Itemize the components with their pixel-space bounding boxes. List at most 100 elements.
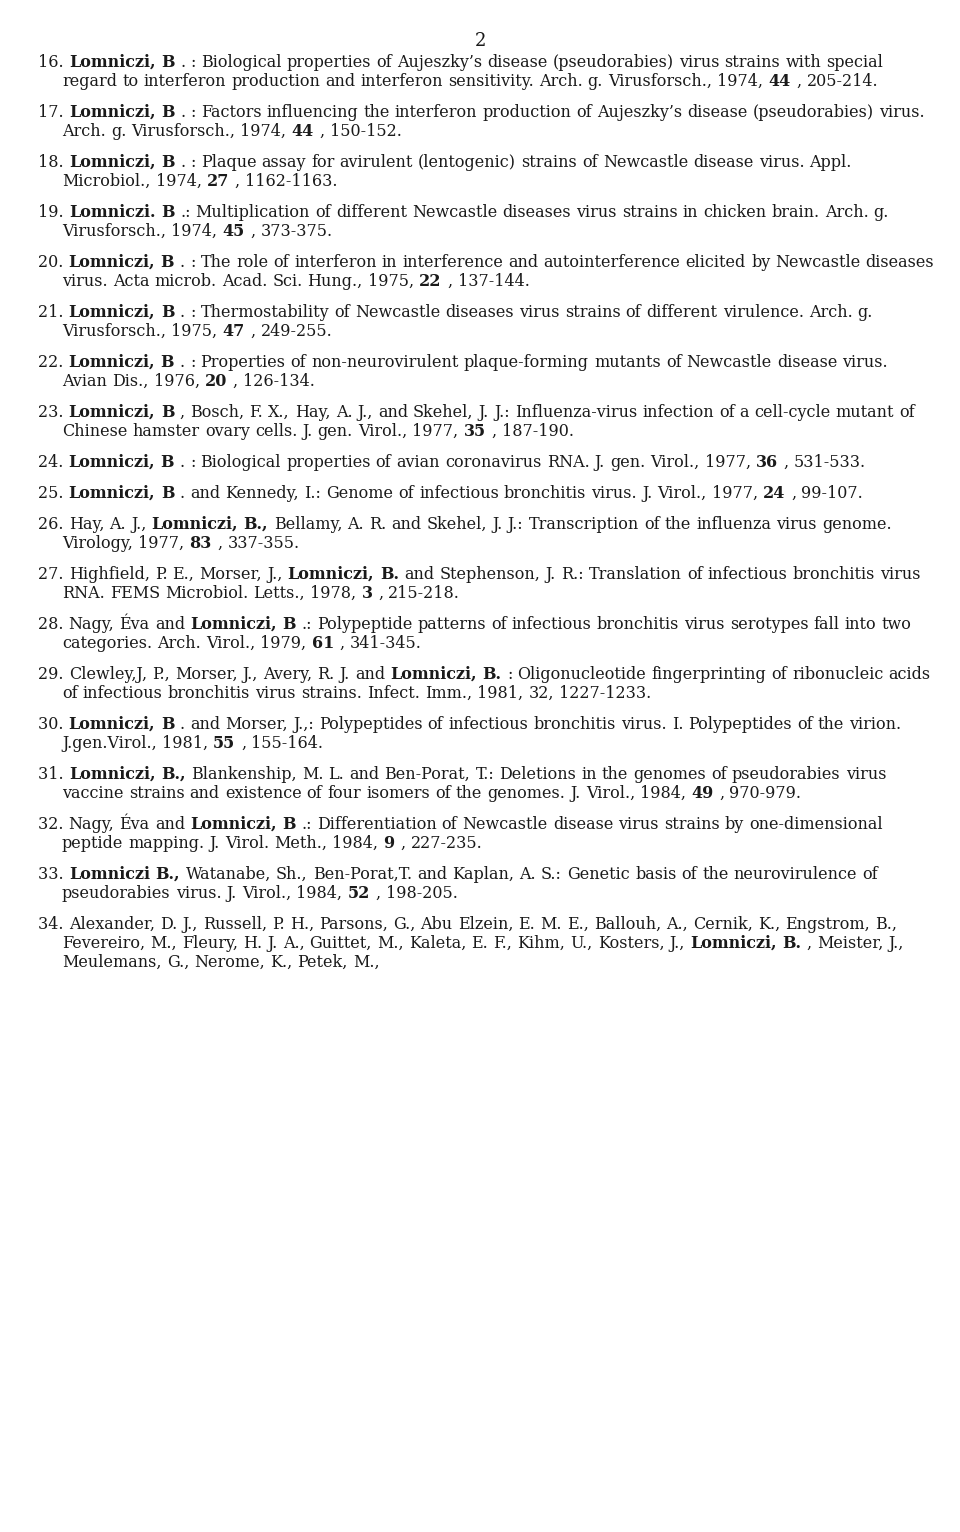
Text: different: different [336, 204, 407, 221]
Text: Lomniczi,: Lomniczi, [190, 616, 276, 633]
Text: virus.: virus. [62, 273, 108, 290]
Text: virulence.: virulence. [723, 303, 804, 322]
Text: J.:: J.: [494, 404, 510, 421]
Text: B: B [160, 486, 175, 502]
Text: pseudorabies: pseudorabies [732, 766, 841, 783]
Text: genomes.: genomes. [488, 784, 565, 801]
Text: Newcastle: Newcastle [355, 303, 441, 322]
Text: Biological: Biological [201, 453, 281, 470]
Text: 61: 61 [312, 634, 334, 653]
Text: Virol.,: Virol., [586, 784, 635, 801]
Text: interferon: interferon [395, 104, 477, 121]
Text: 1162-1163.: 1162-1163. [245, 173, 337, 190]
Text: 2: 2 [474, 32, 486, 51]
Text: 1978,: 1978, [310, 585, 356, 602]
Text: 32,: 32, [528, 685, 554, 702]
Text: cells.: cells. [254, 423, 298, 440]
Text: disease: disease [553, 817, 613, 833]
Text: D.: D. [159, 916, 177, 933]
Text: strains: strains [725, 54, 780, 70]
Text: 35: 35 [464, 423, 486, 440]
Text: Lomniczi,: Lomniczi, [690, 935, 777, 951]
Text: Kosters,: Kosters, [598, 935, 664, 951]
Text: Genome: Genome [326, 486, 394, 502]
Text: 55: 55 [213, 735, 235, 752]
Text: K.,: K., [758, 916, 780, 933]
Text: sensitivity.: sensitivity. [448, 74, 534, 90]
Text: g.: g. [874, 204, 889, 221]
Text: 20.: 20. [38, 254, 68, 271]
Text: B.: B. [380, 565, 398, 584]
Text: categories.: categories. [62, 634, 152, 653]
Text: Nerome,: Nerome, [194, 954, 265, 971]
Text: interferon: interferon [143, 74, 226, 90]
Text: B: B [161, 204, 175, 221]
Text: .:: .: [180, 204, 190, 221]
Text: H.: H. [243, 935, 262, 951]
Text: Meth.,: Meth., [275, 835, 327, 852]
Text: 1981,: 1981, [477, 685, 523, 702]
Text: Plaque: Plaque [201, 155, 256, 172]
Text: existence: existence [225, 784, 301, 801]
Text: of: of [492, 616, 507, 633]
Text: into: into [845, 616, 876, 633]
Text: M.: M. [540, 916, 562, 933]
Text: B: B [160, 715, 175, 732]
Text: Nagy,: Nagy, [68, 616, 114, 633]
Text: Appl.: Appl. [809, 155, 852, 172]
Text: Influenza-virus: Influenza-virus [515, 404, 637, 421]
Text: the: the [602, 766, 628, 783]
Text: Lomniczi,: Lomniczi, [68, 453, 155, 470]
Text: J.: J. [545, 565, 556, 584]
Text: J.: J. [570, 784, 581, 801]
Text: .:: .: [301, 817, 312, 833]
Text: Multiplication: Multiplication [196, 204, 310, 221]
Text: 155-164.: 155-164. [252, 735, 324, 752]
Text: 1975,: 1975, [368, 273, 414, 290]
Text: Arch.: Arch. [157, 634, 201, 653]
Text: J.,: J., [131, 516, 146, 533]
Text: Alexander,: Alexander, [68, 916, 155, 933]
Text: genomes: genomes [634, 766, 707, 783]
Text: virus: virus [576, 204, 616, 221]
Text: Arch.: Arch. [62, 123, 106, 139]
Text: Microbiol.: Microbiol. [165, 585, 249, 602]
Text: 227-235.: 227-235. [411, 835, 482, 852]
Text: 1984,: 1984, [640, 784, 686, 801]
Text: ,: , [340, 634, 345, 653]
Text: non-neurovirulent: non-neurovirulent [311, 354, 459, 371]
Text: the: the [703, 866, 729, 882]
Text: Lomniczi,: Lomniczi, [190, 817, 276, 833]
Text: infectious: infectious [448, 715, 528, 732]
Text: B: B [282, 616, 296, 633]
Text: T.:: T.: [475, 766, 494, 783]
Text: ,: , [241, 735, 246, 752]
Text: Properties: Properties [201, 354, 285, 371]
Text: Hay,: Hay, [68, 516, 104, 533]
Text: ,: , [320, 123, 324, 139]
Text: Hung.,: Hung., [307, 273, 363, 290]
Text: mutant: mutant [836, 404, 895, 421]
Text: 19.: 19. [38, 204, 69, 221]
Text: virus: virus [880, 565, 921, 584]
Text: of: of [306, 784, 323, 801]
Text: Arch.: Arch. [808, 303, 852, 322]
Text: Newcastle: Newcastle [776, 254, 860, 271]
Text: of: of [442, 817, 457, 833]
Text: patterns: patterns [418, 616, 486, 633]
Text: A.: A. [519, 866, 536, 882]
Text: vaccine: vaccine [62, 784, 124, 801]
Text: acids: acids [889, 666, 930, 683]
Text: J.gen.Virol.,: J.gen.Virol., [62, 735, 156, 752]
Text: Éva: Éva [119, 616, 150, 633]
Text: Virol.,: Virol., [358, 423, 407, 440]
Text: properties: properties [286, 453, 371, 470]
Text: J.: J. [479, 404, 489, 421]
Text: RNA.: RNA. [546, 453, 589, 470]
Text: U.,: U., [570, 935, 592, 951]
Text: 1981,: 1981, [162, 735, 208, 752]
Text: 126-134.: 126-134. [243, 372, 315, 391]
Text: .: . [180, 104, 185, 121]
Text: ,: , [791, 486, 797, 502]
Text: 44: 44 [292, 123, 314, 139]
